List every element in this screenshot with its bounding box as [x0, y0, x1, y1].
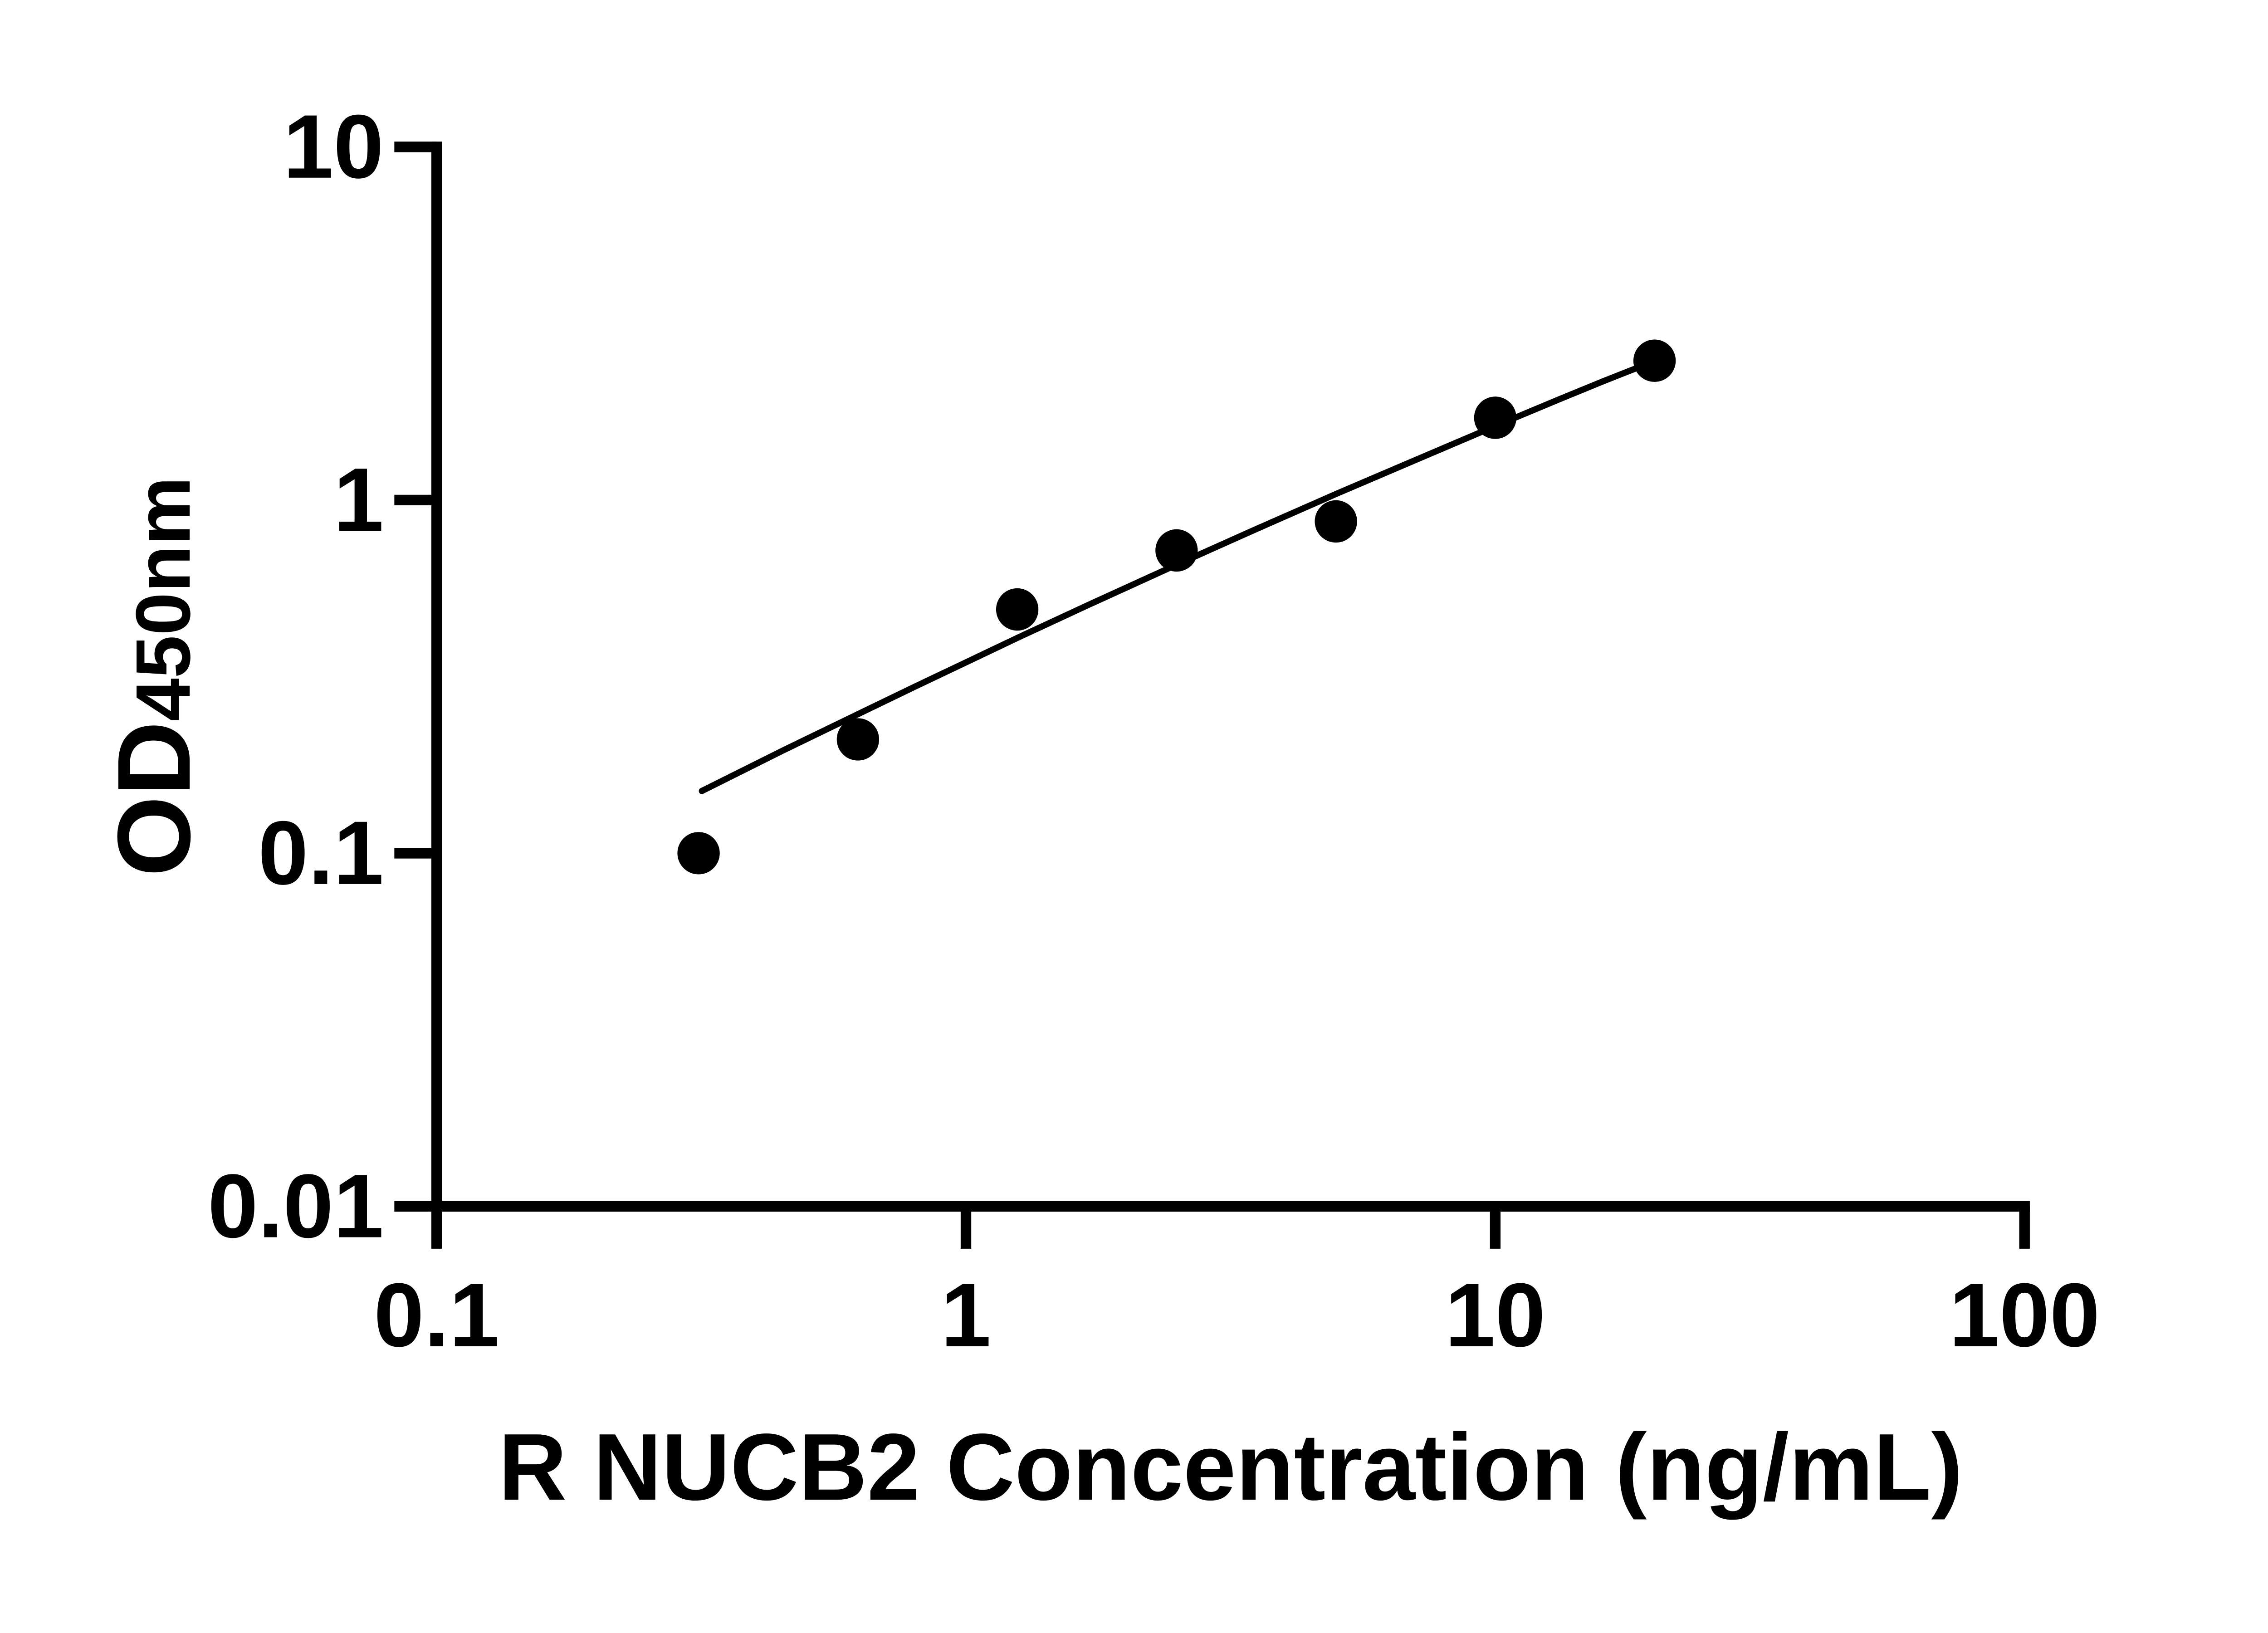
data-point — [1474, 396, 1517, 439]
x-axis-title: R NUCB2 Concentration (ng/mL) — [499, 1414, 1963, 1520]
data-point — [1633, 339, 1676, 382]
y-tick-label: 10 — [283, 97, 384, 197]
data-point — [996, 588, 1039, 631]
y-tick-label: 0.01 — [208, 1156, 384, 1257]
x-tick-label: 10 — [1445, 1265, 1546, 1366]
y-axis-title: OD450nm — [96, 477, 212, 877]
x-tick-label: 0.1 — [374, 1265, 499, 1366]
data-point — [1155, 529, 1198, 572]
x-tick-label: 1 — [941, 1265, 991, 1366]
y-axis-title-sub: 450nm — [120, 477, 206, 721]
y-axis-title-main: OD — [96, 721, 212, 877]
y-tick-label: 1 — [333, 450, 384, 550]
elisa-standard-curve-figure: R NUCB2 Concentration (ng/mL) 1010.10.01… — [96, 96, 2100, 1521]
axis-lines — [431, 142, 2030, 1212]
data-point — [836, 718, 880, 761]
data-point — [677, 832, 720, 875]
y-tick-label: 0.1 — [258, 803, 384, 904]
x-tick-label: 100 — [1949, 1265, 2100, 1366]
chart-canvas: R NUCB2 Concentration (ng/mL) 1010.10.01… — [96, 97, 2100, 1520]
data-point — [1315, 500, 1357, 543]
